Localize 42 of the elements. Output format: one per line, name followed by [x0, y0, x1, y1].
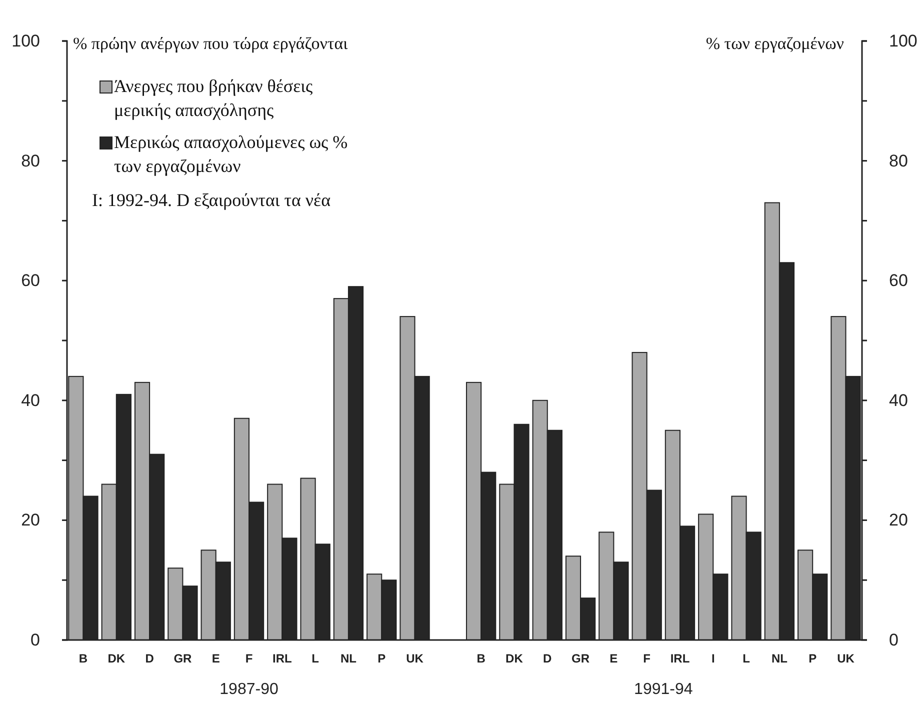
y2-axis-title: % των εργαζομένων — [706, 34, 844, 53]
x-tick-label: F — [643, 652, 651, 666]
x-tick-label: F — [245, 652, 253, 666]
x-tick-label: B — [78, 652, 88, 666]
y2-tick-label: 60 — [889, 271, 908, 290]
y2-tick-label: 40 — [889, 390, 908, 410]
x-tick-label: NL — [340, 652, 356, 666]
x-tick-label: L — [312, 652, 319, 666]
y-tick-label: 40 — [21, 390, 40, 410]
annotation: I: 1992-94. D εξαιρούνται τα νέα — [92, 190, 332, 210]
y-tick-label: 20 — [21, 510, 40, 530]
x-tick-label: D — [145, 652, 154, 666]
text: 1991-94 — [634, 681, 693, 698]
x-tick-label: DK — [108, 652, 126, 666]
y-axis-title: % πρώην ανέργων που τώρα εργάζονται — [73, 34, 348, 53]
text: 1987-90 — [220, 681, 278, 698]
y2-tick-label: 20 — [889, 510, 908, 530]
x-tick-label: UK — [837, 652, 855, 666]
x-tick-label: E — [212, 652, 220, 666]
y-tick-label: 100 — [12, 31, 40, 50]
legend-label: Άνεργες που βρήκαν θέσεις μερικής απασχόλησης — [114, 76, 313, 120]
x-tick-label: E — [610, 652, 618, 666]
x-tick-label: P — [378, 652, 386, 666]
x-tick-label: B — [476, 652, 486, 666]
x-tick-label: L — [742, 652, 750, 666]
x-tick-label: IRL — [670, 652, 690, 666]
x-tick-label: GR — [572, 652, 590, 666]
x-tick-label: NL — [771, 652, 788, 666]
x-tick-label: DK — [506, 652, 524, 666]
y-tick-label: 0 — [30, 630, 40, 650]
x-tick-label: GR — [174, 652, 192, 666]
x-tick-label: UK — [406, 652, 424, 666]
legend-label: Μερικώς απασχολούμενες ως % των εργαζομένων — [114, 132, 348, 176]
y2-tick-label: 100 — [889, 31, 918, 50]
y-tick-label: 60 — [21, 271, 40, 290]
x-tick-label: I — [711, 652, 715, 666]
y-tick-label: 80 — [21, 151, 40, 170]
x-tick-label: D — [543, 652, 552, 666]
x-tick-label: P — [808, 652, 817, 666]
y2-tick-label: 80 — [889, 151, 908, 170]
x-tick-label: IRL — [272, 652, 292, 666]
y2-tick-label: 0 — [889, 630, 898, 650]
